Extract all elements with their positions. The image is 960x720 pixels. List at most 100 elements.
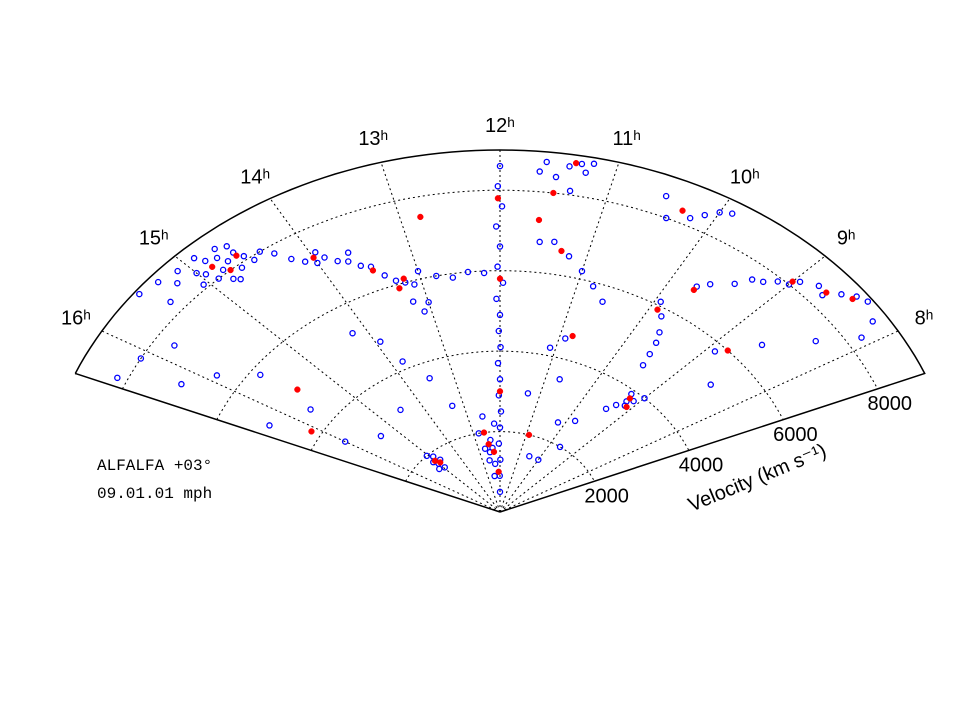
galaxy-point [497,456,504,463]
galaxy-point [492,223,500,230]
galaxy-point [491,472,498,480]
galaxy-point [377,338,384,345]
galaxy-point [578,267,586,275]
galaxy-point [423,452,431,460]
galaxy-point [641,394,648,402]
grid-line [405,431,595,482]
galaxy-point [200,281,207,288]
galaxy-point [589,283,597,290]
galaxy-point [449,274,457,281]
galaxy-point [864,298,872,305]
galaxy-point [662,214,670,222]
galaxy-point [421,308,428,315]
galaxy-point [480,269,488,277]
galaxy-point [114,374,121,382]
galaxy-point [495,468,502,475]
galaxy-point [569,332,576,340]
annotation: ALFALFA +03° [97,457,212,475]
galaxy-point [431,457,439,464]
galaxy-point [240,252,248,260]
galaxy-point [174,279,181,287]
galaxy-point [219,266,227,274]
galaxy-point [230,275,237,283]
galaxy-point [494,182,502,190]
galaxy-point [224,257,232,265]
grid-line [380,162,501,513]
galaxy-point [334,257,341,265]
galaxy-point [496,388,504,395]
galaxy-point [554,419,562,426]
galaxy-point [307,406,314,413]
galaxy-point [556,443,564,451]
grid-line [174,255,501,513]
x-tick-label: 10ʰ [730,166,760,188]
galaxy-point [566,163,573,170]
galaxy-point [657,298,664,306]
galaxy-point [436,465,443,473]
x-tick-label: 12ʰ [485,115,515,137]
galaxy-point [724,347,731,354]
x-tick-label: 8ʰ [915,308,934,330]
annotation: 09.01.01 mph [97,485,212,503]
galaxy-point [656,329,663,336]
galaxy-point [399,358,406,365]
galaxy-point [341,438,349,445]
galaxy-point [397,406,404,414]
grid-line [216,270,784,420]
galaxy-point [535,216,543,224]
galaxy-point [582,169,589,176]
galaxy-point [369,267,377,274]
galaxy-point [377,432,385,440]
galaxy-point [494,359,502,367]
galaxy-point [551,238,558,246]
galaxy-point [411,281,418,288]
x-tick-label: 11ʰ [613,128,641,150]
galaxy-point [497,408,505,415]
y-tick-label: 8000 [868,393,913,415]
galaxy-point [202,257,209,265]
galaxy-point [314,259,321,267]
x-tick-label: 13ʰ [358,128,388,150]
galaxy-point [599,298,606,305]
galaxy-point [652,339,660,347]
galaxy-point [869,318,876,325]
galaxy-point [496,376,504,383]
galaxy-point [167,298,174,306]
y-axis-label: Velocity (km s⁻¹) [685,440,829,517]
galaxy-point [251,256,258,264]
galaxy-point [558,247,565,255]
galaxy-point [449,402,456,410]
galaxy-point [639,361,647,369]
galaxy-point [154,278,162,286]
galaxy-point [774,278,782,285]
galaxy-point [301,258,309,265]
galaxy-point [758,341,766,349]
galaxy-point [481,445,489,452]
y-tick-label: 4000 [679,455,724,477]
galaxy-point [233,252,240,259]
galaxy-point [266,422,273,429]
galaxy-point [679,207,686,214]
galaxy-point [499,279,507,286]
galaxy-point [623,403,630,411]
galaxy-point [550,189,557,197]
galaxy-point [496,162,504,170]
galaxy-point [441,464,449,471]
galaxy-point [308,428,315,435]
galaxy-point [497,343,504,351]
galaxy-point [552,173,560,181]
grid-line [269,198,501,513]
galaxy-point [400,275,407,282]
galaxy-point [190,254,198,262]
galaxy-point [357,262,365,270]
galaxy-point [496,275,504,282]
grid-line [499,162,620,513]
galaxy-point [256,248,264,255]
galaxy-point [417,213,424,221]
wedge-outline [74,149,926,513]
galaxy-point [213,372,221,379]
galaxy-point [414,267,422,275]
galaxy-point [288,255,295,263]
galaxy-point [437,459,444,466]
